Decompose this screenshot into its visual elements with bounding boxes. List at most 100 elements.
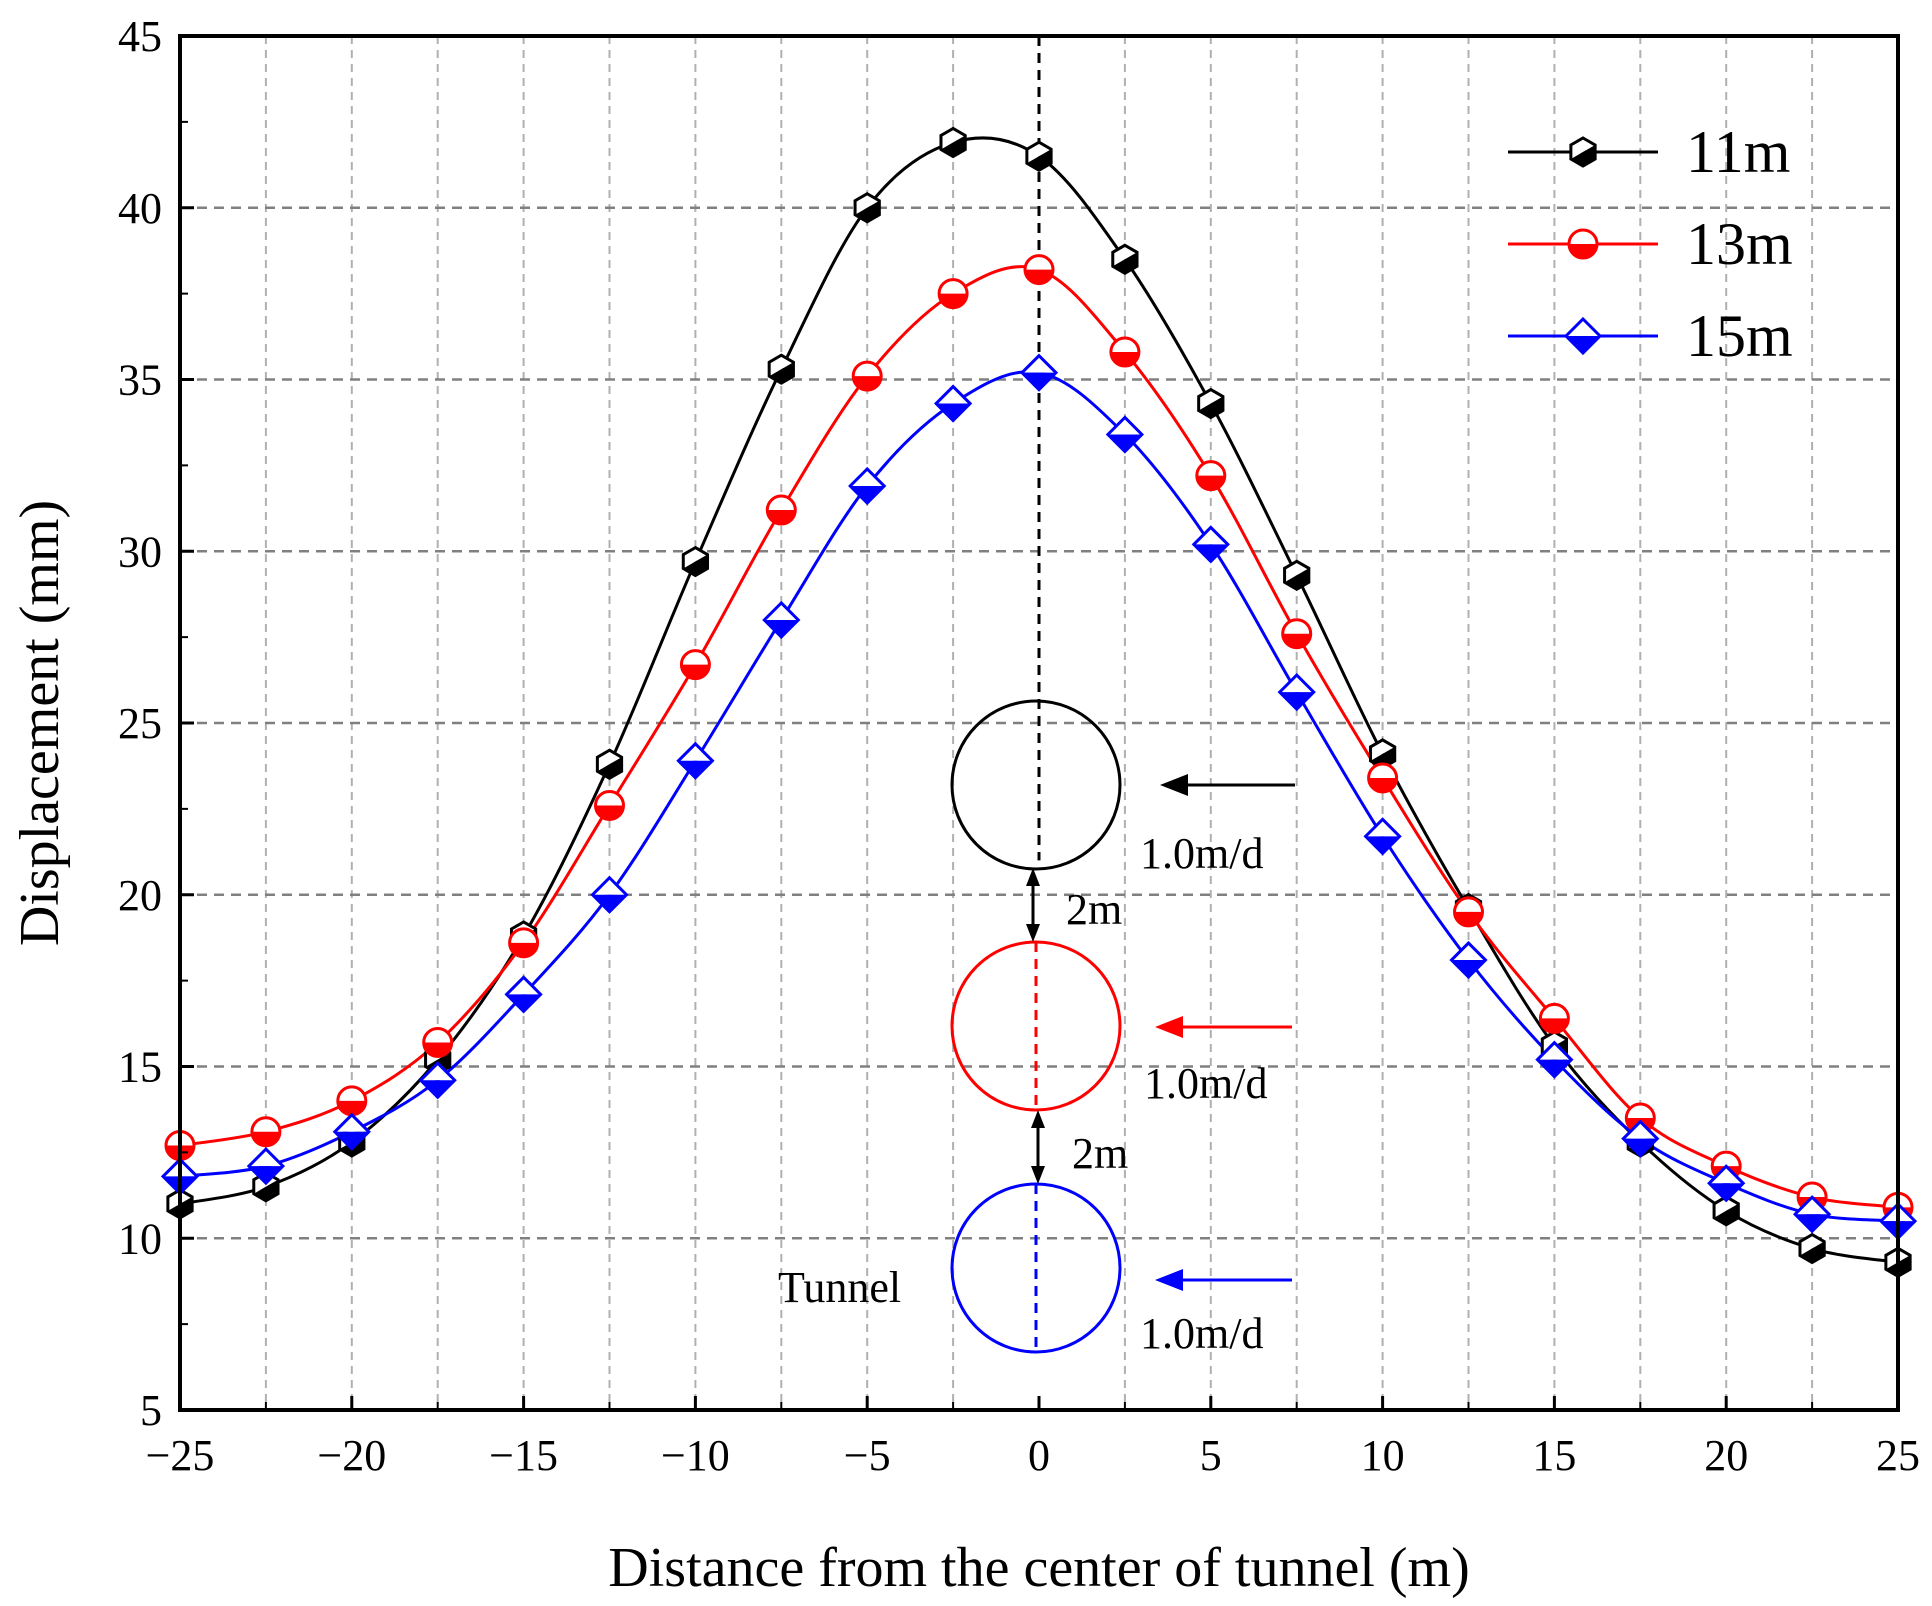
marker-bottom-half [1795,1214,1830,1232]
marker-bottom-half [592,894,627,912]
data-point-13m [1109,336,1141,368]
data-point-13m [679,649,711,681]
marker-bottom-half [769,362,794,384]
y-tick-label: 30 [118,527,162,576]
marker-outline [1453,896,1484,928]
series-markers [160,126,1918,1279]
marker-bottom-half [764,619,799,637]
marker-top-half [855,193,880,215]
data-point-13m [594,789,625,821]
marker-outline [422,1026,454,1058]
marker-outline [595,748,624,780]
marker-top-half [420,1063,455,1081]
marker-top-half [1570,138,1596,159]
marker-outline [418,1061,457,1100]
marker-outline [937,278,969,310]
marker-top-half [597,750,622,772]
marker-outline [594,789,625,821]
marker-top-half [683,547,708,569]
x-tick-label: −5 [844,1431,891,1480]
advance-rate-label-top: 1.0m/d [1140,829,1263,878]
y-tick-label: 45 [118,12,162,61]
marker-outline [1792,1195,1832,1234]
data-point-11m [767,353,795,385]
marker-outline [508,927,540,959]
data-point-15m [590,875,629,914]
marker-bottom-half [1284,568,1309,590]
data-point-15m [1363,817,1402,856]
data-point-13m [1195,460,1227,492]
x-tick-label: −10 [661,1431,730,1480]
data-point-11m [939,126,967,159]
data-point-11m [681,545,710,578]
data-point-15m [246,1146,286,1186]
marker-bottom-half [1279,692,1314,710]
marker-outline [848,466,887,506]
advance-rate-label-bottom: 1.0m/d [1140,1309,1263,1358]
marker-top-half [1112,245,1138,267]
spacing-arrowhead-up-bottom [1031,1110,1045,1128]
marker-bottom-half [1365,836,1400,854]
data-point-15m [1191,525,1230,564]
y-tick-label: 25 [118,699,162,748]
x-tick-label: −25 [146,1431,215,1480]
x-axis-title: Distance from the center of tunnel (m) [608,1537,1469,1599]
marker-top-half [764,602,799,620]
marker-top-half [1799,1234,1825,1256]
data-point-11m [1368,738,1397,770]
marker-bottom-half [506,994,541,1012]
legend-marker-15m [1563,316,1603,356]
marker-bottom-half [1799,1241,1825,1263]
spacing-arrowhead-down-bottom [1031,1166,1045,1184]
marker-top-half [592,877,627,895]
marker-bottom-half [855,200,880,222]
marker-top-half [1193,527,1228,545]
marker-bottom-half [1451,960,1486,978]
marker-bottom-half [1714,1203,1739,1225]
marker-bottom-half [936,403,971,421]
data-point-15m [1277,672,1316,712]
marker-outline [1111,243,1139,276]
marker-bottom-half [1022,372,1056,390]
marker-bottom-half [850,485,885,503]
data-point-15m [762,600,801,640]
marker-outline [1191,525,1230,564]
data-point-15m [1019,353,1059,392]
advance-arrowhead-bottom [1155,1269,1183,1291]
marker-top-half [769,355,794,377]
x-tick-label: −20 [317,1431,386,1480]
marker-bottom-half [678,760,713,778]
marker-outline [1449,940,1488,980]
marker-outline [252,1170,280,1203]
marker-top-half [1284,561,1309,583]
marker-outline [939,126,967,159]
data-point-11m [595,748,624,780]
tunnel-label: Tunnel [778,1263,901,1312]
data-point-15m [1621,1119,1660,1158]
tunnel-circle-top [950,699,1122,871]
marker-outline [1569,136,1597,168]
x-tick-label: 20 [1704,1431,1748,1480]
data-point-13m [250,1116,282,1148]
marker-top-half [1026,142,1052,164]
marker-outline [1105,415,1145,454]
data-point-13m [1023,254,1055,286]
data-point-13m [336,1085,368,1117]
data-point-13m [1453,896,1484,928]
marker-outline [1563,316,1603,356]
marker-bottom-half [334,1131,369,1149]
data-point-13m [1538,1002,1570,1034]
legend-label-15m: 15m [1686,303,1793,369]
marker-bottom-half [940,135,966,157]
data-point-15m [1535,1040,1574,1079]
data-point-15m [418,1061,457,1100]
marker-bottom-half [1026,149,1052,171]
marker-bottom-half [1537,1059,1572,1077]
axis-ticks: −25 −20 −15 −10 −5 0 5 10 15 20 25 5 10 15 20 25 30 35 40 4… [118,12,1920,1480]
data-point-13m [422,1026,454,1058]
marker-outline [590,875,629,914]
marker-outline [1367,762,1399,794]
marker-top-half [850,468,885,486]
